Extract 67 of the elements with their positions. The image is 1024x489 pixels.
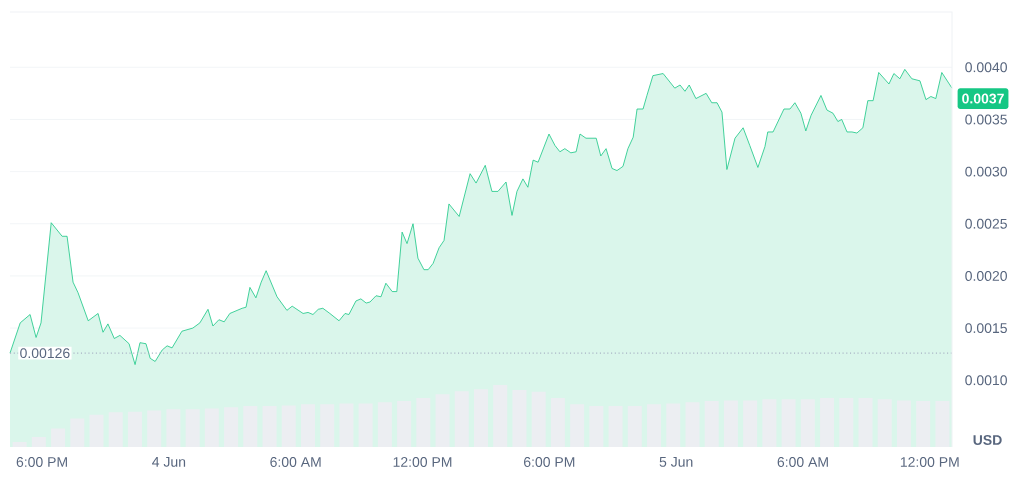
bar bbox=[12, 442, 27, 447]
bar bbox=[704, 401, 719, 447]
bar bbox=[723, 400, 738, 447]
x-tick-label: 12:00 PM bbox=[900, 457, 959, 467]
bar bbox=[685, 402, 700, 447]
bar bbox=[108, 412, 123, 447]
bar bbox=[31, 437, 46, 447]
bar bbox=[204, 408, 219, 447]
bar bbox=[589, 406, 604, 447]
y-tick-label: 0.0040 bbox=[965, 62, 1007, 73]
bar bbox=[127, 411, 142, 447]
bar bbox=[608, 406, 623, 447]
bar bbox=[339, 403, 354, 447]
y-tick-label: 0.0015 bbox=[965, 323, 1007, 334]
bar bbox=[89, 414, 104, 447]
bar bbox=[454, 391, 469, 447]
bar bbox=[320, 404, 335, 447]
bar bbox=[781, 399, 796, 447]
bar bbox=[281, 405, 296, 447]
x-tick-label: 12:00 PM bbox=[393, 457, 452, 467]
x-tick-label: 5 Jun bbox=[659, 457, 693, 467]
bar bbox=[377, 402, 392, 447]
bar bbox=[800, 399, 815, 447]
bar bbox=[70, 418, 85, 447]
y-tick-label: 0.0030 bbox=[965, 166, 1007, 177]
annotation: 0.0037 bbox=[962, 93, 1004, 104]
bar bbox=[262, 406, 277, 447]
x-tick-label: 4 Jun bbox=[152, 457, 186, 467]
bar bbox=[762, 399, 777, 447]
bar bbox=[916, 401, 931, 447]
bar bbox=[185, 409, 200, 447]
bar bbox=[435, 394, 450, 447]
bar bbox=[839, 398, 854, 447]
bar bbox=[666, 403, 681, 447]
bar bbox=[397, 401, 412, 447]
bar bbox=[416, 398, 431, 447]
y-tick-label: 0.0010 bbox=[965, 375, 1007, 386]
bar bbox=[570, 404, 585, 447]
bar bbox=[147, 410, 162, 447]
x-tick-label: 6:00 AM bbox=[270, 457, 321, 467]
bar bbox=[166, 409, 181, 447]
bar bbox=[877, 399, 892, 447]
bar bbox=[474, 389, 489, 447]
bar bbox=[493, 385, 508, 447]
bar bbox=[743, 400, 758, 447]
y-tick-label: 0.0020 bbox=[965, 270, 1007, 281]
bar bbox=[531, 391, 546, 447]
y-tick-label: 0.0035 bbox=[965, 114, 1007, 125]
x-tick-label: 6:00 PM bbox=[16, 457, 67, 467]
bar bbox=[858, 398, 873, 447]
bar bbox=[51, 428, 66, 447]
bar bbox=[627, 406, 642, 447]
y-axis-title: USD bbox=[973, 435, 1002, 445]
bar bbox=[896, 400, 911, 447]
y-tick-label: 0.0025 bbox=[965, 218, 1007, 229]
x-tick-label: 6:00 PM bbox=[523, 457, 575, 467]
bar bbox=[512, 389, 527, 447]
bar bbox=[820, 398, 835, 447]
bar bbox=[935, 401, 950, 447]
x-tick-label: 6:00 AM bbox=[777, 457, 828, 467]
bar bbox=[550, 398, 565, 447]
bar bbox=[224, 407, 239, 447]
bar bbox=[358, 403, 373, 447]
bar bbox=[243, 406, 258, 447]
ref-line-label: 0.00126 bbox=[20, 348, 70, 359]
bar bbox=[647, 404, 662, 447]
bar bbox=[300, 404, 315, 447]
